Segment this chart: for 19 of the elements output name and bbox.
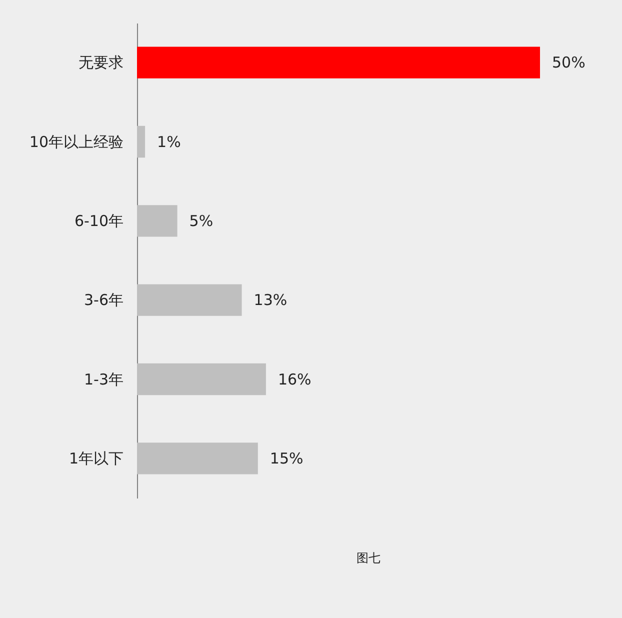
y-tick-label: 1年以下 xyxy=(68,449,124,468)
bar xyxy=(137,363,266,396)
bar xyxy=(137,46,540,78)
bar xyxy=(137,284,242,316)
bar xyxy=(137,442,258,474)
data-label: 1% xyxy=(157,132,181,151)
y-tick-label: 10年以上经验 xyxy=(29,132,124,151)
y-tick-label: 3-6年 xyxy=(84,291,124,310)
data-label: 13% xyxy=(254,291,288,310)
y-tick-label: 6-10年 xyxy=(74,212,124,230)
bar xyxy=(137,126,146,158)
data-label: 5% xyxy=(189,212,214,230)
text: 图七 xyxy=(356,551,380,565)
bar xyxy=(137,205,178,237)
data-label: 15% xyxy=(270,449,304,468)
data-label: 50% xyxy=(552,54,586,72)
data-label: 16% xyxy=(278,370,312,388)
y-tick-label: 无要求 xyxy=(78,54,124,72)
y-tick-label: 1-3年 xyxy=(84,370,124,388)
